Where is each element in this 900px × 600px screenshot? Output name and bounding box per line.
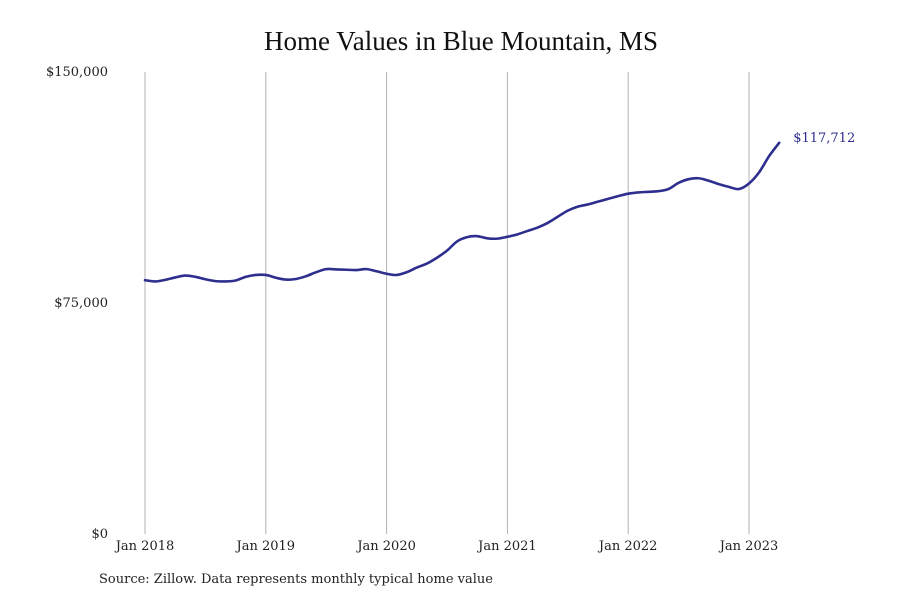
y-tick-label: $150,000 xyxy=(46,65,108,80)
x-axis: Jan 2018 Jan 2019 Jan 2020 Jan 2021 Jan 2022… xyxy=(114,539,779,554)
x-tick-label: Jan 2018 xyxy=(114,539,175,554)
x-tick-label: Jan 2019 xyxy=(235,539,296,554)
source-note: Source: Zillow. Data represents monthly … xyxy=(99,572,493,587)
x-tick-label: Jan 2020 xyxy=(355,539,416,554)
y-tick-label: $75,000 xyxy=(54,296,108,311)
x-tick-label: Jan 2023 xyxy=(718,539,779,554)
x-tick-label: Jan 2022 xyxy=(597,539,658,554)
series: $117,712 xyxy=(143,131,855,283)
chart-title: Home Values in Blue Mountain, MS xyxy=(264,26,658,56)
end-value-label: $117,712 xyxy=(793,131,855,146)
x-tick-label: Jan 2021 xyxy=(476,539,537,554)
y-axis: $0 $75,000 $150,000 xyxy=(46,65,108,542)
grid xyxy=(144,72,750,534)
series-line xyxy=(143,141,781,283)
y-tick-label: $0 xyxy=(91,527,108,542)
